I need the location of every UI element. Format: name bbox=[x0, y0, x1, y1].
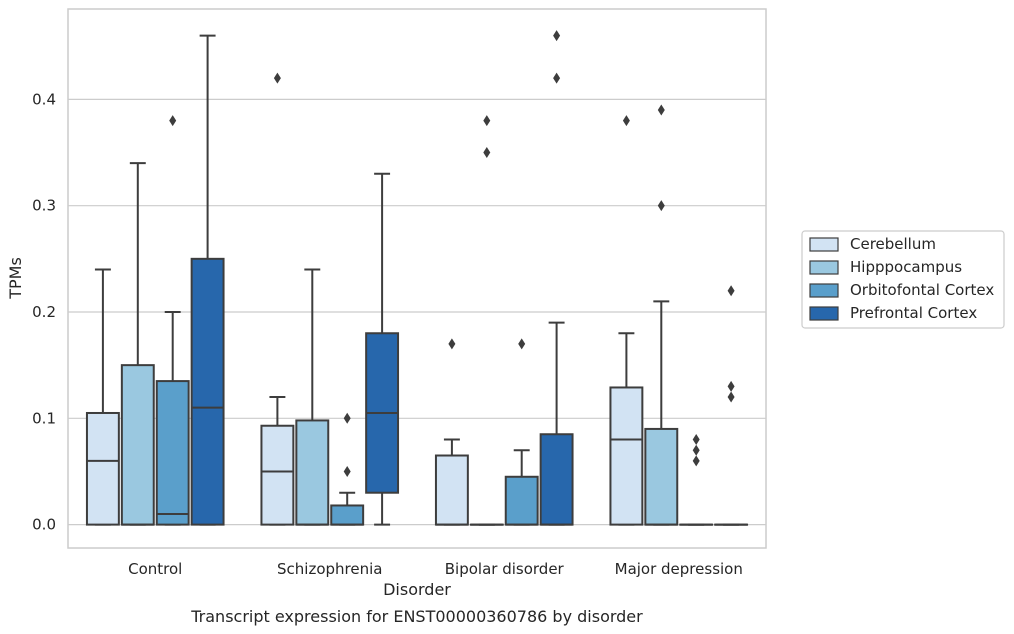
legend: Cerebellum Hipppocampus Orbitofontal Corte… bbox=[801, 230, 1005, 329]
box-0-2 bbox=[155, 115, 190, 526]
box-0-1 bbox=[120, 162, 155, 526]
box-body bbox=[120, 364, 155, 526]
outlier-point bbox=[518, 338, 526, 350]
legend-swatch bbox=[809, 283, 839, 298]
legend-swatch bbox=[809, 306, 839, 321]
x-tick-label: Schizophrenia bbox=[277, 560, 382, 578]
x-tick-label: Major depression bbox=[615, 560, 743, 578]
box-body bbox=[609, 386, 644, 526]
box-body bbox=[434, 454, 469, 526]
box-1-2 bbox=[330, 412, 365, 526]
box-body bbox=[190, 257, 225, 526]
y-tick-label: 0.4 bbox=[32, 90, 56, 108]
y-tick-label: 0.0 bbox=[32, 516, 56, 534]
box-2-2 bbox=[504, 338, 539, 526]
outlier-point bbox=[727, 285, 735, 297]
box-2-1 bbox=[469, 115, 504, 526]
box-3-1 bbox=[644, 104, 679, 526]
x-tick-labels: Control Schizophrenia Bipolar disorder Majo… bbox=[128, 560, 743, 578]
outlier-point bbox=[553, 72, 561, 84]
outlier-point bbox=[273, 72, 281, 84]
x-axis-label: Disorder bbox=[383, 580, 451, 599]
box-0-0 bbox=[85, 268, 120, 526]
outlier-point bbox=[483, 147, 491, 159]
chart-caption: Transcript expression for ENST0000036078… bbox=[190, 607, 643, 626]
y-tick-labels: 0.0 0.1 0.2 0.3 0.4 bbox=[32, 90, 56, 533]
outlier-point bbox=[169, 115, 177, 127]
outlier-point bbox=[727, 391, 735, 403]
box-body bbox=[504, 475, 539, 526]
legend-label: Cerebellum bbox=[850, 235, 936, 253]
outlier-point bbox=[657, 200, 665, 212]
outlier-point bbox=[448, 338, 456, 350]
box-2-3 bbox=[539, 30, 574, 526]
outlier-point bbox=[483, 115, 491, 127]
y-tick-label: 0.3 bbox=[32, 197, 56, 215]
box-1-3 bbox=[365, 172, 400, 526]
y-tick-label: 0.1 bbox=[32, 409, 56, 427]
outlier-point bbox=[343, 412, 351, 424]
plot-frame bbox=[67, 8, 767, 549]
outlier-point bbox=[727, 380, 735, 392]
box-body bbox=[330, 504, 365, 526]
outlier-point bbox=[343, 465, 351, 477]
box-2-0 bbox=[434, 338, 469, 526]
legend-label: Prefrontal Cortex bbox=[850, 304, 977, 322]
outlier-point bbox=[553, 30, 561, 42]
outlier-point bbox=[692, 455, 700, 467]
box-body bbox=[85, 411, 120, 526]
box-body bbox=[644, 427, 679, 526]
box-0-3 bbox=[190, 34, 225, 526]
box-3-2 bbox=[679, 434, 714, 526]
box-body bbox=[295, 419, 330, 526]
x-tick-label: Bipolar disorder bbox=[445, 560, 565, 578]
box-1-1 bbox=[295, 268, 330, 526]
outlier-point bbox=[622, 115, 630, 127]
box-series bbox=[85, 30, 749, 526]
legend-frame bbox=[801, 230, 1005, 329]
y-axis-label: TPMs bbox=[6, 257, 25, 300]
outlier-point bbox=[657, 104, 665, 116]
legend-label: Orbitofontal Cortex bbox=[850, 281, 994, 299]
outlier-point bbox=[692, 434, 700, 446]
box-3-0 bbox=[609, 115, 644, 526]
box-1-0 bbox=[260, 72, 295, 526]
box-3-3 bbox=[714, 285, 749, 526]
box-body bbox=[260, 424, 295, 526]
legend-label: Hipppocampus bbox=[850, 258, 962, 276]
box-body bbox=[155, 380, 190, 526]
y-tick-label: 0.2 bbox=[32, 303, 56, 321]
box-body bbox=[539, 433, 574, 526]
legend-swatch bbox=[809, 237, 839, 252]
x-tick-label: Control bbox=[128, 560, 182, 578]
outlier-point bbox=[692, 444, 700, 456]
legend-swatch bbox=[809, 260, 839, 275]
